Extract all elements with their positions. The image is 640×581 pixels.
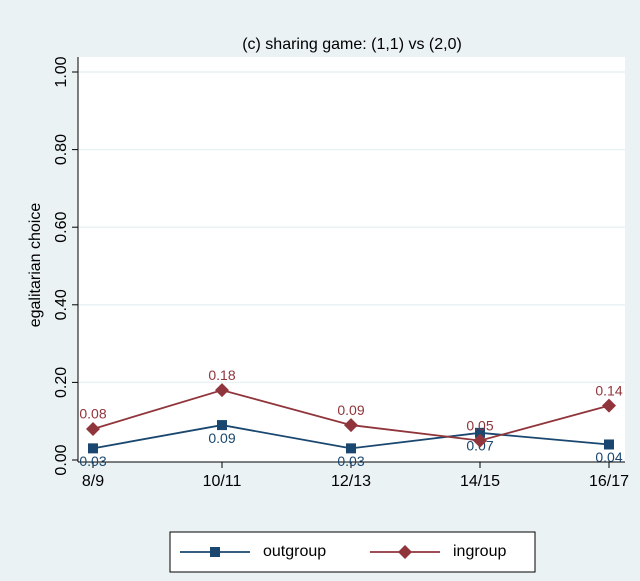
plot-area	[78, 57, 625, 462]
legend-label: outgroup	[263, 543, 326, 560]
x-tick-label: 16/17	[589, 473, 629, 490]
marker	[86, 421, 100, 436]
marker	[88, 443, 98, 454]
x-tick-label: 8/9	[82, 473, 104, 490]
y-tick-label: 0.40	[53, 289, 70, 320]
marker	[473, 433, 487, 448]
chart-title: (c) sharing game: (1,1) vs (2,0)	[242, 36, 462, 53]
marker	[398, 545, 412, 559]
data-label: 0.18	[208, 367, 235, 383]
data-label: 0.09	[337, 402, 364, 418]
y-tick-label: 0.60	[53, 212, 70, 243]
x-tick-label: 10/11	[203, 473, 242, 490]
marker	[210, 547, 220, 557]
x-tick-label: 14/15	[460, 473, 500, 490]
marker	[604, 439, 614, 450]
marker	[346, 443, 356, 454]
data-label: 0.14	[595, 382, 622, 398]
data-label: 0.03	[337, 453, 364, 469]
data-label: 0.08	[79, 406, 106, 422]
y-tick-label: 0.20	[53, 367, 70, 398]
marker	[217, 420, 227, 431]
legend-label: ingroup	[453, 543, 506, 560]
data-label: 0.03	[79, 453, 106, 469]
y-tick-label: 1.00	[53, 56, 70, 87]
data-label: 0.09	[208, 430, 235, 446]
data-label: 0.05	[466, 417, 493, 433]
marker	[475, 427, 485, 438]
marker	[344, 418, 358, 433]
y-tick-label: 0.00	[53, 444, 70, 475]
marker	[215, 383, 229, 398]
y-axis-label: egalitarian choice	[27, 203, 44, 328]
x-tick-label: 12/13	[331, 473, 371, 490]
data-label: 0.04	[595, 449, 622, 465]
marker	[602, 398, 616, 413]
y-tick-label: 0.80	[53, 134, 70, 165]
